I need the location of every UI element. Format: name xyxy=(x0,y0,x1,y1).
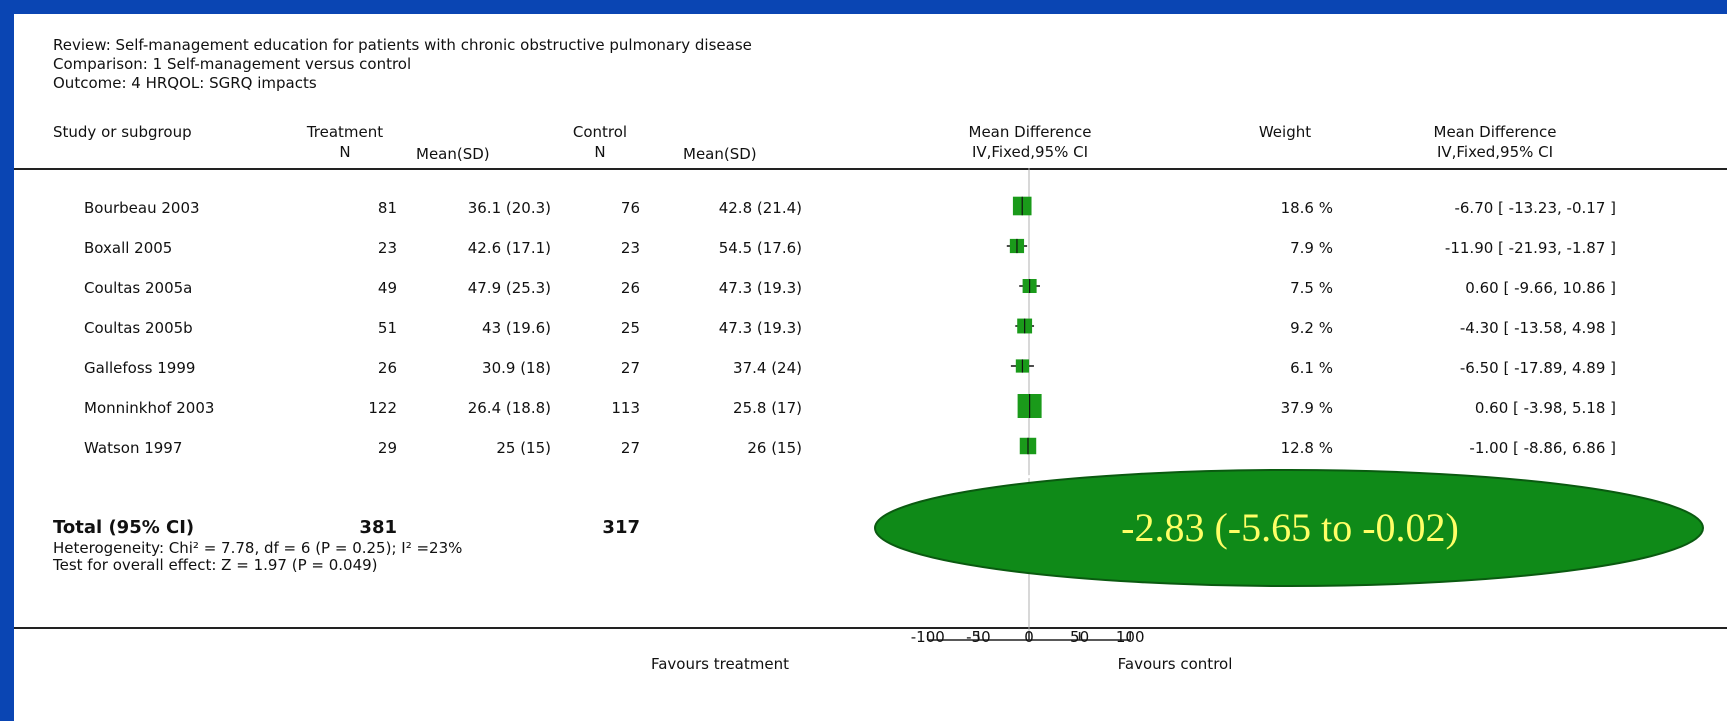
x-tick-label: -50 xyxy=(966,628,991,646)
outcome-title: Outcome: 4 HRQOL: SGRQ impacts xyxy=(53,74,317,92)
treatment-n: 122 xyxy=(368,399,397,417)
control-mean: 47.3 (19.3) xyxy=(718,279,802,297)
review-title: Review: Self-management education for pa… xyxy=(53,36,752,54)
heterogeneity-text: Heterogeneity: Chi² = 7.78, df = 6 (P = … xyxy=(53,539,463,557)
col-treatment-n: N xyxy=(339,143,351,161)
treatment-n: 26 xyxy=(377,359,397,377)
col-treatment: Treatment xyxy=(306,123,384,141)
pooled-estimate-callout xyxy=(874,462,1704,587)
col-control-n: N xyxy=(594,143,606,161)
overall-effect-text: Test for overall effect: Z = 1.97 (P = 0… xyxy=(53,556,378,574)
col-treatment-mean: Mean(SD) xyxy=(416,145,490,163)
col-control: Control xyxy=(572,123,628,141)
header-rule xyxy=(14,168,1727,170)
study-name: Watson 1997 xyxy=(84,439,183,457)
treatment-n: 81 xyxy=(377,199,397,217)
x-tick-label: 50 xyxy=(1070,628,1089,646)
pooled-estimate-text: -2.83 (-5.65 to -0.02) xyxy=(1121,505,1459,550)
study-name: Gallefoss 1999 xyxy=(84,359,196,377)
md-ci: -6.70 [ -13.23, -0.17 ] xyxy=(1454,199,1616,217)
slide xyxy=(14,14,1727,721)
study-name: Coultas 2005a xyxy=(84,279,193,297)
favours-treatment-label: Favours treatment xyxy=(650,655,789,673)
x-tick-label: -100 xyxy=(911,628,945,646)
weight: 18.6 % xyxy=(1280,199,1333,217)
treatment-mean: 42.6 (17.1) xyxy=(467,239,551,257)
treatment-mean: 30.9 (18) xyxy=(482,359,551,377)
treatment-mean: 36.1 (20.3) xyxy=(467,199,551,217)
treatment-n: 49 xyxy=(377,279,397,297)
control-mean: 37.4 (24) xyxy=(733,359,802,377)
treatment-n: 29 xyxy=(377,439,397,457)
weight: 37.9 % xyxy=(1280,399,1333,417)
treatment-n: 23 xyxy=(377,239,397,257)
col-study: Study or subgroup xyxy=(53,123,192,141)
col-md-method: IV,Fixed,95% CI xyxy=(971,143,1089,161)
control-mean: 54.5 (17.6) xyxy=(718,239,802,257)
treatment-mean: 25 (15) xyxy=(496,439,551,457)
control-n: 27 xyxy=(620,359,640,377)
control-n: 27 xyxy=(620,439,640,457)
md-ci: -1.00 [ -8.86, 6.86 ] xyxy=(1469,439,1616,457)
weight: 6.1 % xyxy=(1290,359,1333,377)
col-md-right: Mean Difference xyxy=(1433,123,1557,141)
bottom-rule xyxy=(14,627,1727,629)
md-ci: -4.30 [ -13.58, 4.98 ] xyxy=(1459,319,1616,337)
md-ci: -6.50 [ -17.89, 4.89 ] xyxy=(1459,359,1616,377)
treatment-n: 51 xyxy=(377,319,397,337)
control-mean: 26 (15) xyxy=(747,439,802,457)
control-mean: 47.3 (19.3) xyxy=(718,319,802,337)
control-n: 113 xyxy=(611,399,640,417)
total-control-n: 317 xyxy=(602,517,640,538)
col-control-mean: Mean(SD) xyxy=(683,145,757,163)
treatment-mean: 47.9 (25.3) xyxy=(467,279,551,297)
weight: 12.8 % xyxy=(1280,439,1333,457)
total-treatment-n: 381 xyxy=(359,517,397,538)
control-n: 23 xyxy=(620,239,640,257)
callout-ellipse xyxy=(874,469,1704,587)
md-ci: -11.90 [ -21.93, -1.87 ] xyxy=(1444,239,1616,257)
study-name: Coultas 2005b xyxy=(84,319,193,337)
weight: 9.2 % xyxy=(1290,319,1333,337)
study-name: Monninkhof 2003 xyxy=(84,399,215,417)
x-tick-label: 100 xyxy=(1116,628,1145,646)
total-label: Total (95% CI) xyxy=(53,517,195,538)
control-mean: 42.8 (21.4) xyxy=(718,199,802,217)
col-md-method-right: IV,Fixed,95% CI xyxy=(1436,143,1554,161)
treatment-mean: 43 (19.6) xyxy=(482,319,551,337)
treatment-mean: 26.4 (18.8) xyxy=(467,399,551,417)
study-name: Bourbeau 2003 xyxy=(84,199,200,217)
favours-control-label: Favours control xyxy=(1117,655,1233,673)
col-weight: Weight xyxy=(1258,123,1312,141)
study-name: Boxall 2005 xyxy=(84,239,173,257)
weight: 7.9 % xyxy=(1290,239,1333,257)
weight: 7.5 % xyxy=(1290,279,1333,297)
control-n: 25 xyxy=(620,319,640,337)
x-tick-label: 0 xyxy=(1024,628,1034,646)
control-n: 26 xyxy=(620,279,640,297)
comparison-title: Comparison: 1 Self-management versus con… xyxy=(53,55,412,73)
col-md: Mean Difference xyxy=(968,123,1092,141)
md-ci: 0.60 [ -3.98, 5.18 ] xyxy=(1474,399,1616,417)
control-n: 76 xyxy=(620,199,640,217)
control-mean: 25.8 (17) xyxy=(733,399,802,417)
md-ci: 0.60 [ -9.66, 10.86 ] xyxy=(1465,279,1616,297)
